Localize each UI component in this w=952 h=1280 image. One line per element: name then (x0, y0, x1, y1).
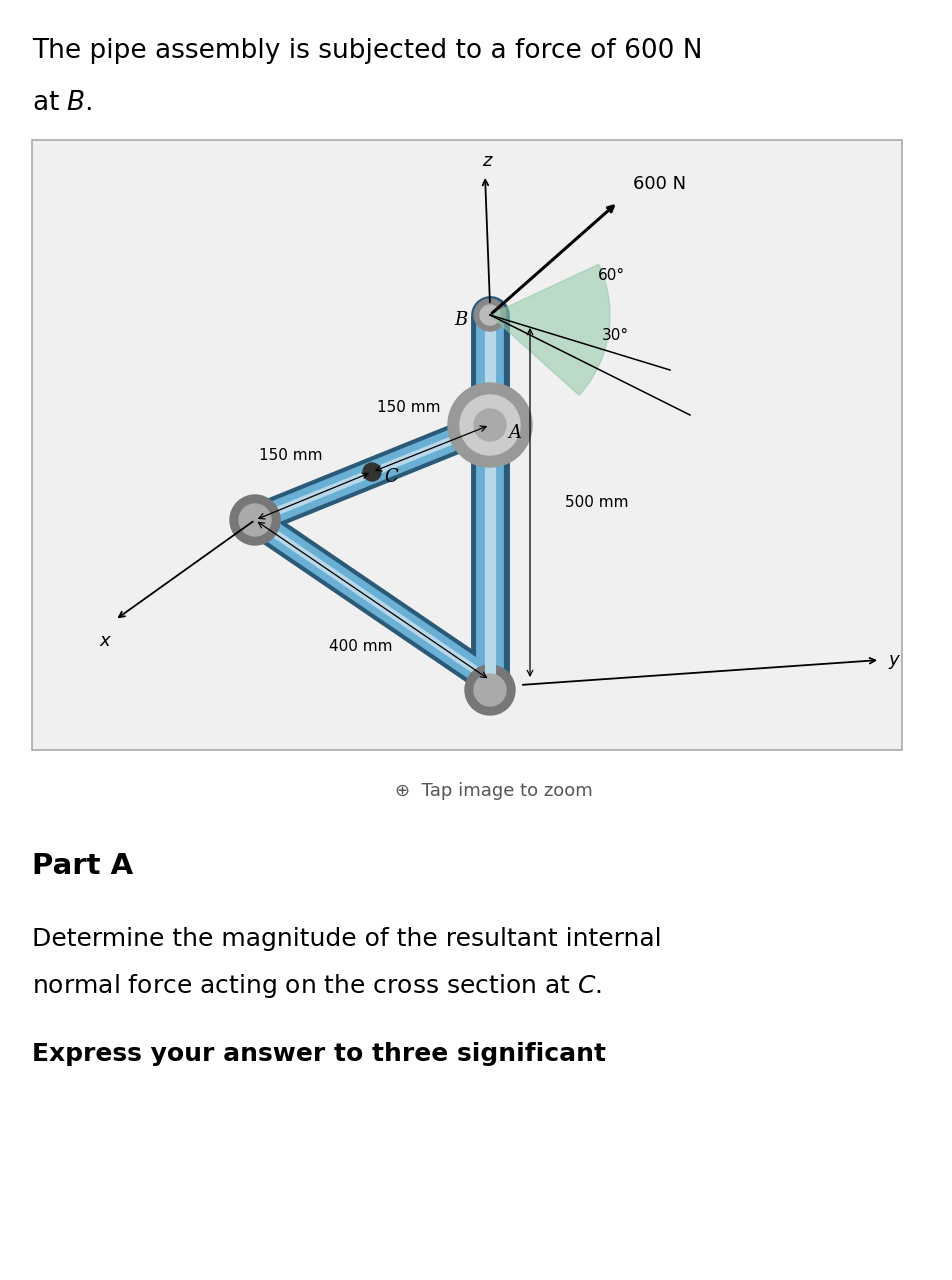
Text: at $\it{B}$.: at $\it{B}$. (32, 90, 92, 116)
Text: B: B (454, 311, 467, 329)
Text: 600 N: 600 N (632, 175, 685, 193)
Circle shape (473, 410, 506, 442)
Circle shape (229, 495, 280, 545)
Circle shape (480, 305, 500, 325)
Text: Determine the magnitude of the resultant internal: Determine the magnitude of the resultant… (32, 927, 661, 951)
Circle shape (239, 504, 270, 536)
Circle shape (465, 666, 514, 716)
Text: y: y (887, 652, 898, 669)
Circle shape (460, 396, 520, 454)
Circle shape (447, 383, 531, 467)
Text: ⊕  Tap image to zoom: ⊕ Tap image to zoom (395, 782, 592, 800)
Text: 150 mm: 150 mm (259, 448, 323, 463)
Text: A: A (507, 424, 521, 442)
Text: x: x (100, 632, 110, 650)
Text: 60°: 60° (597, 268, 625, 283)
Bar (32, 140, 901, 750)
Circle shape (473, 300, 506, 332)
Text: Express your answer to three significant: Express your answer to three significant (32, 1042, 605, 1066)
Wedge shape (489, 264, 609, 396)
Text: 400 mm: 400 mm (329, 639, 392, 654)
Text: z: z (482, 152, 491, 170)
Text: The pipe assembly is subjected to a force of 600 N: The pipe assembly is subjected to a forc… (32, 38, 702, 64)
Text: Part A: Part A (32, 852, 133, 881)
Circle shape (363, 463, 381, 481)
Text: normal force acting on the cross section at $\it{C}$.: normal force acting on the cross section… (32, 972, 602, 1000)
Text: C: C (384, 468, 397, 486)
Circle shape (473, 675, 506, 707)
Text: 30°: 30° (602, 328, 628, 343)
Text: 150 mm: 150 mm (376, 401, 440, 416)
Text: 500 mm: 500 mm (565, 495, 627, 509)
